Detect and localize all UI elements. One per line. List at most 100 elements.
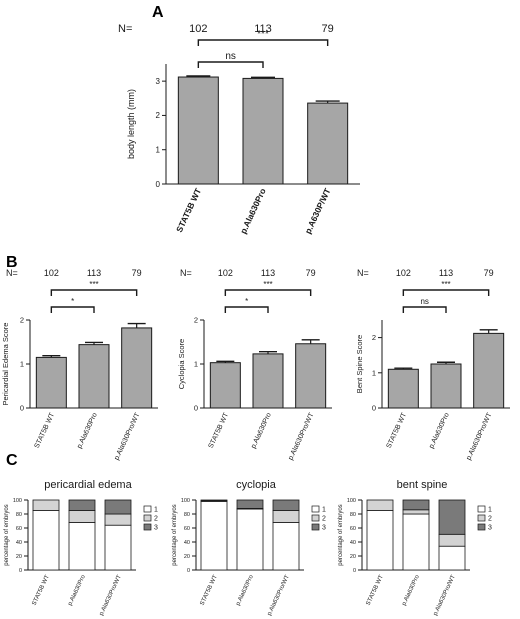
n-value: 102 — [44, 268, 59, 278]
y-tick-label: 0 — [156, 180, 161, 189]
significance-label: * — [245, 297, 248, 306]
legend-swatch — [311, 505, 320, 513]
bar — [307, 102, 349, 185]
category-label: p.Ala630Pro/WT — [287, 411, 315, 461]
bar — [35, 356, 67, 409]
category-label: p.Ala630Pro/WT — [267, 574, 291, 617]
legend-swatch — [477, 514, 486, 522]
significance-bracket — [197, 39, 329, 46]
y-tick-label: 20 — [184, 554, 190, 560]
bar-segment-3 — [104, 499, 132, 515]
y-axis-label: percentage of embryos — [172, 504, 178, 565]
n-value: 79 — [132, 268, 142, 278]
n-value: 79 — [306, 268, 316, 278]
legend-label: 2 — [154, 516, 158, 523]
n-value: 113 — [254, 23, 272, 35]
bar-segment-3 — [272, 499, 300, 511]
y-axis-label: percentage of embryos — [338, 504, 344, 565]
bar — [242, 77, 284, 185]
legend-swatch — [143, 505, 152, 513]
significance-bracket — [197, 61, 264, 68]
n-value: 102 — [218, 268, 233, 278]
category-label: p.Ala630Pro/WT — [113, 411, 141, 461]
bar-segment-3 — [438, 499, 466, 535]
y-tick-label: 1 — [20, 360, 24, 369]
legend-label: 2 — [322, 516, 326, 523]
y-tick-label: 40 — [350, 540, 356, 546]
legend-swatch — [477, 505, 486, 513]
bar-segment-1 — [272, 522, 300, 571]
category-label: p.Ala630Pro — [238, 187, 268, 236]
significance-bracket — [50, 306, 95, 313]
significance-bracket — [224, 289, 312, 296]
y-tick-label: 3 — [156, 77, 161, 86]
bar-segment-1 — [236, 508, 264, 571]
significance-bracket — [50, 289, 138, 296]
y-tick-label: 1 — [194, 360, 198, 369]
bar-segment-3 — [68, 499, 96, 511]
y-axis-label: Pericardial Edema Score — [1, 323, 10, 406]
n-value: 113 — [439, 268, 453, 278]
y-tick-label: 100 — [181, 498, 190, 504]
y-tick-label: 0 — [187, 568, 190, 574]
panel-b-label: B — [6, 254, 18, 271]
bar — [295, 343, 327, 409]
category-label: p.Ala630Pro/WT — [433, 574, 457, 617]
panel-a-label: A — [152, 4, 164, 21]
chart-a: 0 1 2 3 body length (mm) N= 102 113 79 ns *** STAT5… — [118, 23, 360, 235]
category-label: STAT5B WT — [174, 186, 203, 234]
legend-swatch — [311, 523, 320, 531]
y-axis-label: Cyclopia Score — [177, 339, 186, 389]
legend-label: 1 — [488, 507, 492, 514]
y-tick-label: 2 — [194, 316, 198, 325]
chart-title: pericardial edema — [44, 479, 132, 491]
y-tick-label: 0 — [19, 568, 22, 574]
category-label: p.Ala630Pro — [250, 412, 273, 450]
bar — [209, 362, 241, 409]
significance-label: *** — [257, 29, 269, 40]
n-label: N= — [118, 23, 132, 35]
significance-label: *** — [263, 280, 272, 289]
bar-segment-1 — [366, 510, 394, 571]
y-tick-label: 60 — [16, 526, 22, 532]
bar-segment-2 — [272, 510, 300, 523]
y-tick-label: 0 — [20, 404, 24, 413]
y-tick-label: 2 — [20, 316, 24, 325]
bar-segment-2 — [366, 499, 394, 511]
bar-segment-2 — [32, 499, 60, 511]
n-value: 102 — [396, 268, 411, 278]
significance-label: ns — [420, 297, 428, 306]
chart-b3: 0 1 2 Bent Spine Score N= 102 113 79 ns *** STAT5B… — [355, 268, 510, 461]
y-tick-label: 80 — [16, 512, 22, 518]
bar-segment-2 — [68, 510, 96, 523]
category-label: p.A630P/WT — [303, 186, 333, 235]
n-label: N= — [180, 268, 192, 278]
y-tick-label: 0 — [353, 568, 356, 574]
bar-segment-3 — [236, 499, 264, 509]
bar — [430, 363, 462, 409]
category-label: p.Ala630Pro/WT — [99, 574, 123, 617]
y-tick-label: 0 — [372, 404, 376, 413]
y-tick-label: 2 — [372, 333, 376, 342]
legend-label: 1 — [322, 507, 326, 514]
category-label: p.Ala630Pro — [235, 574, 255, 607]
bar-segment-3 — [200, 499, 228, 502]
n-value: 102 — [189, 23, 207, 35]
legend-label: 3 — [154, 525, 158, 532]
legend-swatch — [311, 514, 320, 522]
significance-label: ns — [225, 51, 236, 62]
n-label: N= — [357, 268, 369, 278]
bar — [252, 353, 284, 409]
significance-label: * — [71, 297, 74, 306]
category-label: STAT5B WT — [386, 411, 409, 449]
legend-label: 2 — [488, 516, 492, 523]
legend-swatch — [477, 523, 486, 531]
y-tick-label: 1 — [372, 368, 376, 377]
y-axis-label: Bent Spine Score — [355, 335, 364, 393]
chart-title: cyclopia — [236, 479, 277, 491]
y-tick-label: 60 — [184, 526, 190, 532]
y-tick-label: 40 — [16, 540, 22, 546]
bar — [387, 368, 419, 409]
